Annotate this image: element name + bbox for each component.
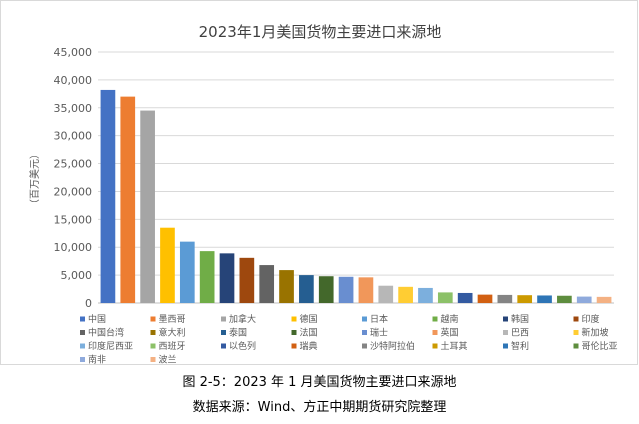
legend-swatch [150, 330, 156, 335]
bar-3 [140, 110, 155, 303]
legend-label: 智利 [511, 340, 529, 352]
legend-label: 中国台湾 [88, 327, 124, 339]
bar-15 [378, 285, 394, 303]
bar-11 [299, 275, 314, 303]
legend-label: 印度尼西亚 [88, 340, 133, 352]
bar-26 [596, 296, 612, 303]
legend-swatch [80, 316, 85, 322]
legend-swatch [291, 343, 297, 349]
y-tick-label: 40,000 [54, 74, 93, 87]
legend-label: 沙特阿拉伯 [370, 340, 415, 352]
bar-20 [477, 294, 493, 303]
y-tick-label: 45,000 [54, 46, 93, 59]
legend-label: 土耳其 [441, 340, 468, 352]
bar-7 [219, 253, 235, 303]
legend-label: 意大利 [159, 327, 186, 339]
bar-8 [239, 257, 255, 303]
legend-label: 印度 [582, 313, 600, 325]
chart-svg: 2023年1月美国货物主要进口来源地 （百万美元） 0 5,000 10,000 15… [28, 23, 618, 366]
legend-swatch [573, 330, 579, 335]
legend-swatch [432, 343, 438, 349]
source-caption: 数据来源：Wind、方正中期期货研究院整理 [192, 400, 447, 415]
legend-swatch [573, 316, 579, 322]
legend-label: 法国 [300, 327, 318, 339]
legend-label: 瑞典 [300, 340, 318, 352]
legend-swatch [573, 343, 579, 349]
gridlines [98, 51, 614, 304]
legend-swatch [80, 343, 85, 349]
legend-label: 泰国 [229, 327, 247, 339]
legend-label: 日本 [370, 313, 388, 325]
bar-9 [259, 265, 275, 303]
legend-swatch [221, 343, 226, 349]
legend-swatch [362, 316, 367, 322]
chart-title: 2023年1月美国货物主要进口来源地 [199, 23, 442, 41]
legend-label: 以色列 [229, 340, 256, 352]
y-tick-label: 35,000 [54, 102, 93, 115]
legend-swatch [503, 343, 508, 349]
y-tick-label: 10,000 [54, 241, 93, 254]
legend-label: 波兰 [159, 354, 177, 366]
bar-5 [179, 241, 195, 303]
legend-label: 哥伦比亚 [582, 340, 618, 352]
legend-label: 英国 [441, 327, 459, 339]
y-tick-label: 15,000 [54, 213, 93, 226]
y-axis-label: （百万美元） [28, 149, 41, 209]
bar-12 [318, 276, 334, 303]
y-tick-label: 0 [85, 297, 92, 310]
bar-14 [358, 277, 374, 303]
bar-24 [557, 295, 572, 303]
legend-label: 西班牙 [159, 340, 186, 352]
bar-17 [418, 287, 433, 303]
legend-label: 德国 [300, 313, 318, 325]
bar-22 [517, 295, 533, 303]
legend-label: 中国 [88, 313, 106, 325]
legend-swatch [221, 316, 226, 322]
bar-13 [338, 276, 354, 303]
legend-swatch [432, 316, 438, 322]
bar-2 [120, 96, 136, 303]
legend-label: 加拿大 [229, 313, 256, 325]
bar-18 [437, 292, 453, 303]
bar-10 [279, 270, 294, 303]
legend-swatch [150, 343, 156, 349]
legend-swatch [362, 343, 367, 349]
legend-swatch [432, 330, 438, 335]
legend-label: 南非 [88, 354, 106, 366]
legend-swatch [503, 330, 508, 335]
legend-swatch [150, 316, 156, 322]
legend-swatch [80, 330, 85, 335]
y-tick-labels: 0 5,000 10,000 15,000 20,000 25,000 30,000 35,0… [54, 46, 93, 310]
legend-label: 巴西 [511, 328, 529, 339]
bars [100, 89, 612, 303]
bar-1 [100, 89, 116, 303]
legend-swatch [362, 330, 367, 335]
legend-label: 墨西哥 [159, 314, 186, 325]
legend-label: 越南 [441, 313, 459, 325]
bar-4 [160, 227, 175, 303]
bar-6 [199, 251, 215, 303]
y-tick-label: 25,000 [54, 158, 93, 171]
legend-swatch [291, 330, 297, 335]
legend-swatch [150, 357, 156, 362]
bar-23 [537, 295, 552, 303]
y-tick-label: 30,000 [54, 130, 93, 143]
legend-swatch [80, 357, 85, 362]
bar-25 [576, 296, 592, 303]
bar-16 [398, 286, 413, 303]
legend-label: 瑞士 [370, 327, 388, 339]
legend-label: 韩国 [511, 313, 529, 325]
legend-swatch [221, 330, 226, 335]
legend-swatch [291, 316, 297, 322]
chart-frame: 2023年1月美国货物主要进口来源地 （百万美元） 0 5,000 10,000 15… [0, 0, 638, 366]
figure-caption: 图 2-5：2023 年 1 月美国货物主要进口来源地 [182, 375, 457, 390]
bar-21 [497, 294, 513, 303]
legend-swatch [503, 316, 508, 322]
bar-19 [457, 292, 473, 303]
y-tick-label: 20,000 [54, 185, 93, 198]
y-tick-label: 5,000 [61, 269, 93, 282]
legend-label: 新加坡 [582, 327, 609, 339]
